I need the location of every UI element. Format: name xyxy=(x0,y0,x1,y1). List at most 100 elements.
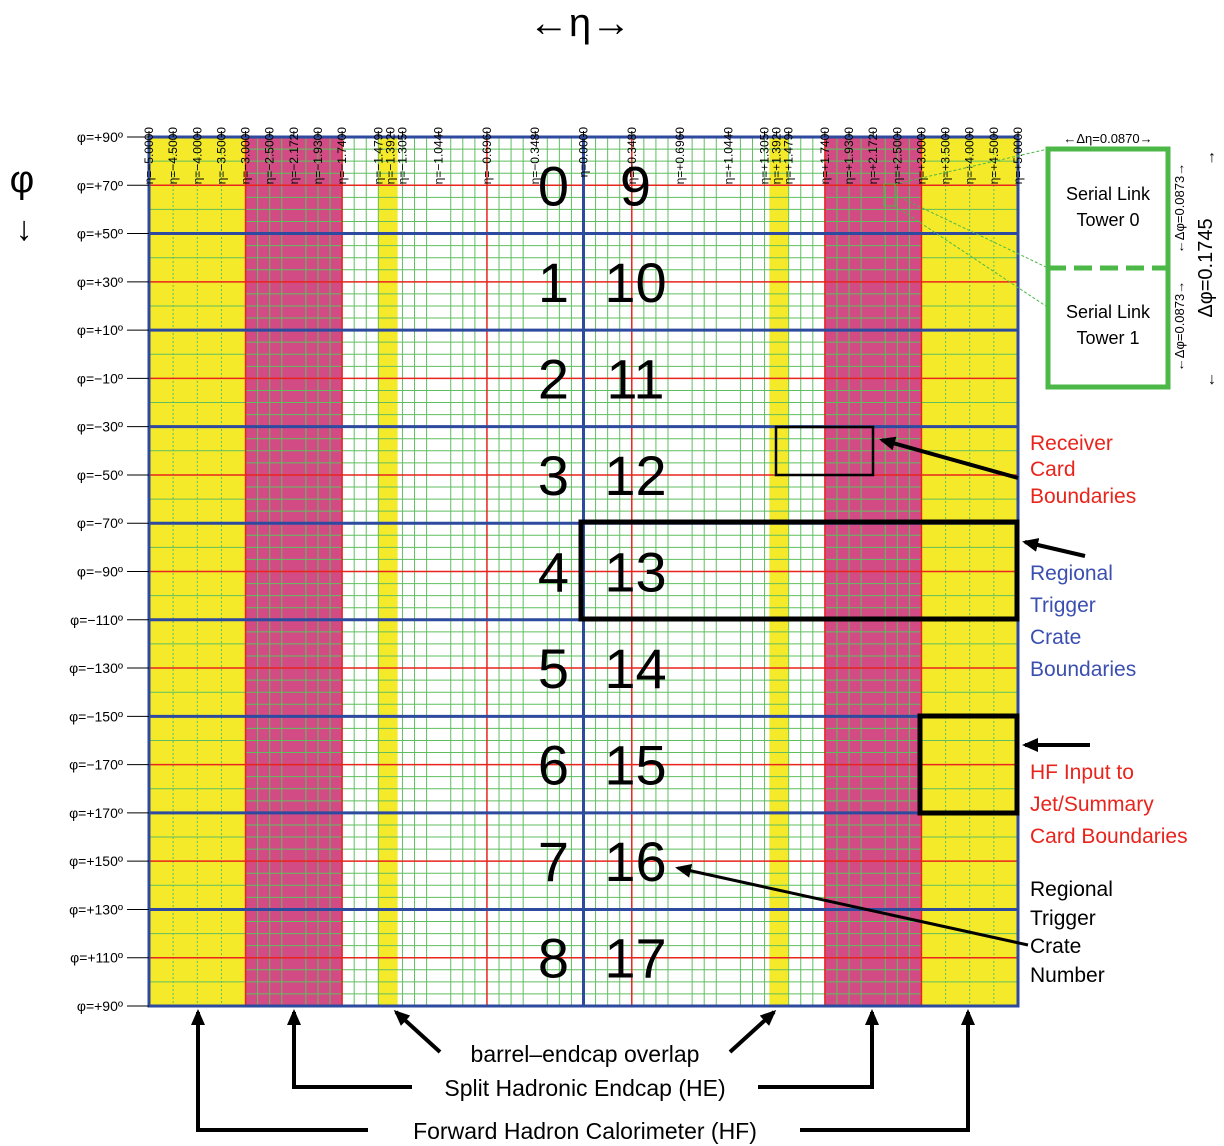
tower0-line1: Serial Link xyxy=(1066,184,1151,204)
phi-tick-label: φ=+10º xyxy=(77,322,123,338)
phi-tick-label: φ=−30º xyxy=(77,419,123,435)
regional-annotation: Regional Trigger Crate Boundaries xyxy=(1030,562,1136,681)
eta-tick-label: η=−1.3050 xyxy=(395,127,409,185)
phi-tick-label: φ=+90º xyxy=(77,998,123,1014)
eta-tick-label: η=−0.6960 xyxy=(480,127,494,185)
eta-tick-label: η=+4.0000 xyxy=(963,127,977,185)
crate-number-right: 14 xyxy=(604,637,666,700)
eta-axis-label: ←η→ xyxy=(529,1,631,45)
eta-tick-label: η=+1.0440 xyxy=(721,127,735,185)
regional-crate-box xyxy=(578,519,1020,622)
eta-tick-label: η=−4.0000 xyxy=(190,127,204,185)
eta-tick-label: η=−1.4790 xyxy=(371,127,385,185)
eta-tick-label: η=−2.5000 xyxy=(263,127,277,185)
eta-tick-label: η=+1.4790 xyxy=(782,127,796,185)
phi-axis-label: φ xyxy=(10,159,35,201)
phi-tick-label: φ=−170º xyxy=(69,757,123,773)
eta-tick-label: η=−0.3480 xyxy=(528,127,542,185)
crate-number-left: 7 xyxy=(538,830,569,893)
receiver-card-box xyxy=(774,425,875,477)
phi-tick-label: φ=+70º xyxy=(77,177,123,193)
phi-tick-label: φ=+130º xyxy=(69,901,123,917)
crate-number-left: 0 xyxy=(538,154,569,217)
he-label: Split Hadronic Endcap (HE) xyxy=(444,1075,725,1101)
crate-number-left: 2 xyxy=(538,347,569,410)
phi-tick-label: φ=−10º xyxy=(77,370,123,386)
crate-number-right: 11 xyxy=(606,347,664,410)
crate-number-text-4: Number xyxy=(1030,964,1105,987)
regional-text-2: Trigger xyxy=(1030,594,1096,617)
eta-tick-label: η=+1.3050 xyxy=(758,127,772,185)
serial-link-inset: ←Δη=0.0870→ Serial Link Tower 0 Serial L… xyxy=(894,131,1217,390)
tower1-line2: Tower 1 xyxy=(1076,328,1139,348)
crate-number-right: 13 xyxy=(604,541,666,604)
phi-axis-arrow: ↓ xyxy=(16,210,33,248)
crate-number-arrow xyxy=(675,863,1029,947)
inset-arrow-up: ↑ xyxy=(1208,149,1216,166)
crate-number-right: 12 xyxy=(604,444,666,507)
receiver-text-1: Receiver xyxy=(1030,432,1113,455)
delta-phi-total: Δφ=0.1745 xyxy=(1195,218,1217,317)
hf-input-text-3: Card Boundaries xyxy=(1030,825,1188,848)
eta-tick-label: η=−1.0440 xyxy=(432,127,446,185)
crate-number-left: 6 xyxy=(538,734,569,797)
tower1-line1: Serial Link xyxy=(1066,302,1151,322)
receiver-arrow xyxy=(879,436,1019,480)
phi-tick-label: φ=−130º xyxy=(69,660,123,676)
crate-number-text-3: Crate xyxy=(1030,935,1081,958)
phi-tick-label: φ=−150º xyxy=(69,708,123,724)
bottom-brackets xyxy=(191,1009,975,1132)
phi-tick-label: φ=+110º xyxy=(70,950,123,966)
eta-tick-label: η=+1.9300 xyxy=(842,127,856,185)
receiver-annotation: Receiver Card Boundaries xyxy=(1030,432,1136,508)
crate-number-right: 15 xyxy=(604,734,666,797)
eta-tick-label: η=+3.0000 xyxy=(914,127,928,185)
receiver-text-2: Card xyxy=(1030,458,1076,481)
regional-arrow xyxy=(1022,538,1086,558)
hf-input-text-1: HF Input to xyxy=(1030,761,1134,784)
phi-tick-label: φ=+90º xyxy=(77,129,123,145)
eta-tick-label: η=−1.3920 xyxy=(383,127,397,185)
crate-number-text-2: Trigger xyxy=(1030,907,1096,930)
eta-tick-labels: η=−5.0000 η=−4.5000 η=−4.0000 η=−3.5000 η=−3… xyxy=(142,127,1025,185)
eta-tick-label: η=+3.5000 xyxy=(939,127,953,185)
overlap-label: barrel–endcap overlap xyxy=(471,1041,700,1067)
eta-tick-label: η=+4.5000 xyxy=(987,127,1001,185)
eta-tick-label: η=+0.6960 xyxy=(673,127,687,185)
delta-eta-label: ←Δη=0.0870→ xyxy=(1063,131,1152,146)
delta-phi-lower: ←Δφ=0.0873→ xyxy=(1172,281,1187,371)
eta-tick-label: η=−1.9300 xyxy=(311,127,325,185)
crate-number-left: 1 xyxy=(538,251,569,314)
crate-number-annotation: Regional Trigger Crate Number xyxy=(1030,878,1113,987)
hf-input-box xyxy=(917,713,1020,816)
phi-tick-labels: φ=+90º φ=+70º φ=+50º φ=+30º φ=+10º φ=−10º φ=−3… xyxy=(69,129,149,1014)
tower0-line2: Tower 0 xyxy=(1076,210,1139,230)
crate-number-left: 3 xyxy=(538,444,569,507)
phi-tick-label: φ=+170º xyxy=(69,805,123,821)
receiver-text-3: Boundaries xyxy=(1030,485,1136,508)
crate-number-right: 17 xyxy=(604,927,666,990)
eta-tick-label: η=−3.0000 xyxy=(239,127,253,185)
delta-phi-upper: ←Δφ=0.0873→ xyxy=(1172,163,1187,253)
crate-number-right: 10 xyxy=(604,251,666,314)
hf-input-annotation: HF Input to Jet/Summary Card Boundaries xyxy=(1030,761,1188,848)
regional-text-4: Boundaries xyxy=(1030,658,1136,681)
phi-tick-label: φ=+50º xyxy=(77,226,123,242)
phi-tick-label: φ=−90º xyxy=(77,564,123,580)
phi-tick-label: φ=−70º xyxy=(77,515,123,531)
phi-tick-label: φ=−50º xyxy=(77,467,123,483)
hf-label: Forward Hadron Calorimeter (HF) xyxy=(413,1118,757,1144)
regional-text-1: Regional xyxy=(1030,562,1113,585)
eta-tick-label: η=+2.5000 xyxy=(890,127,904,185)
eta-tick-label: η=−1.7400 xyxy=(335,127,349,185)
crate-number-left: 5 xyxy=(538,637,569,700)
eta-tick-label: η=+0.3480 xyxy=(625,127,639,185)
eta-tick-label: η=−3.5000 xyxy=(214,127,228,185)
eta-tick-label: η=+1.3920 xyxy=(770,127,784,185)
phi-tick-label: φ=−110º xyxy=(70,612,123,628)
hf-input-text-2: Jet/Summary xyxy=(1030,793,1154,816)
crate-number-left: 4 xyxy=(538,541,569,604)
